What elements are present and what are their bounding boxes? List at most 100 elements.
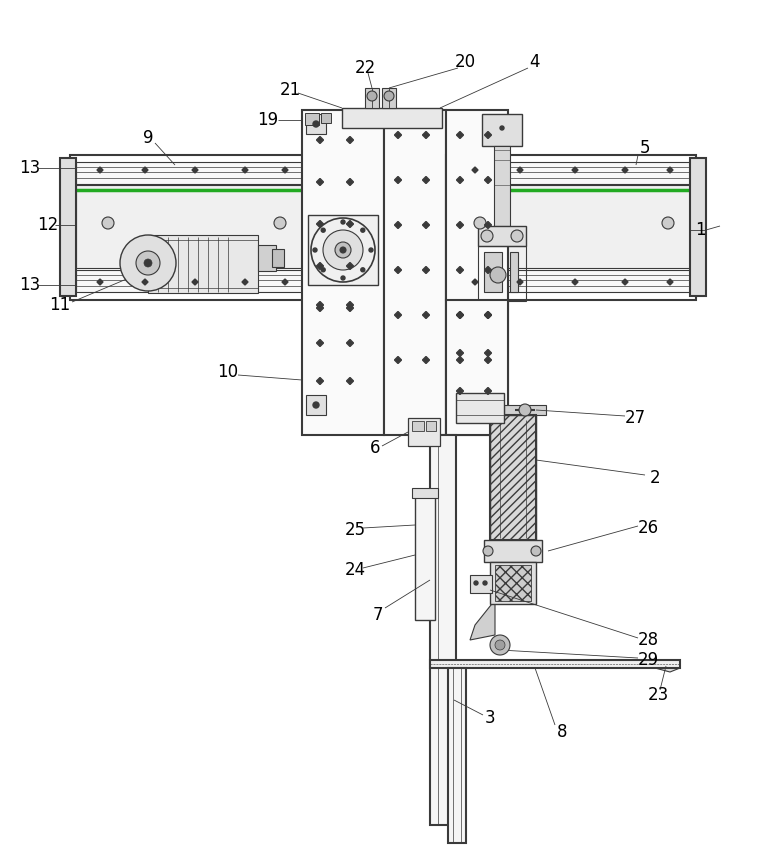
Polygon shape	[395, 311, 402, 318]
Polygon shape	[622, 279, 628, 285]
Bar	[272, 249, 284, 267]
Polygon shape	[395, 131, 402, 138]
Circle shape	[321, 268, 325, 272]
Bar	[482, 114, 522, 146]
Polygon shape	[346, 340, 353, 347]
Bar	[412, 421, 424, 431]
Bar	[308, 215, 378, 285]
Polygon shape	[346, 263, 353, 269]
Bar	[446, 110, 508, 435]
Polygon shape	[485, 267, 492, 274]
Polygon shape	[282, 167, 288, 173]
Circle shape	[313, 248, 317, 252]
Circle shape	[481, 230, 493, 242]
Text: 1: 1	[695, 221, 705, 239]
Polygon shape	[456, 311, 464, 318]
Polygon shape	[456, 267, 464, 274]
Circle shape	[531, 546, 541, 556]
Polygon shape	[470, 600, 495, 640]
Bar	[484, 540, 542, 562]
Text: 22: 22	[354, 59, 376, 77]
Bar	[690, 158, 706, 296]
Bar	[321, 113, 331, 123]
Polygon shape	[316, 136, 323, 143]
Polygon shape	[316, 378, 323, 384]
Polygon shape	[572, 279, 578, 285]
Text: 26: 26	[637, 519, 659, 537]
Circle shape	[500, 126, 504, 130]
Polygon shape	[316, 221, 323, 227]
Circle shape	[102, 217, 114, 229]
Circle shape	[313, 121, 319, 127]
Polygon shape	[485, 311, 492, 318]
Bar	[342, 108, 442, 128]
Polygon shape	[282, 279, 288, 285]
Text: 12: 12	[38, 216, 58, 234]
Text: 19: 19	[257, 111, 279, 129]
Polygon shape	[346, 378, 353, 384]
Polygon shape	[422, 357, 429, 364]
Text: 7: 7	[372, 606, 383, 624]
Polygon shape	[395, 221, 402, 228]
Bar	[470, 575, 492, 593]
Polygon shape	[456, 221, 464, 228]
Text: 8: 8	[557, 723, 568, 741]
Text: 25: 25	[344, 521, 366, 539]
Bar	[76, 162, 304, 184]
Polygon shape	[316, 301, 323, 309]
Circle shape	[384, 91, 394, 101]
Circle shape	[136, 251, 160, 275]
Text: 11: 11	[49, 296, 71, 314]
Bar	[76, 270, 304, 292]
Polygon shape	[485, 388, 492, 395]
Polygon shape	[97, 167, 103, 173]
Circle shape	[341, 220, 345, 224]
Polygon shape	[97, 279, 103, 285]
Circle shape	[495, 640, 505, 650]
Polygon shape	[316, 305, 323, 311]
Bar	[494, 146, 510, 226]
Circle shape	[335, 242, 351, 258]
Bar	[408, 418, 440, 446]
Polygon shape	[346, 178, 353, 185]
Circle shape	[369, 248, 373, 252]
Bar	[452, 162, 690, 184]
Bar	[382, 88, 396, 108]
Polygon shape	[316, 178, 323, 185]
Circle shape	[490, 635, 510, 655]
Circle shape	[474, 217, 486, 229]
Bar	[510, 252, 518, 292]
Polygon shape	[142, 279, 148, 285]
Circle shape	[361, 228, 365, 233]
Polygon shape	[472, 167, 478, 173]
Polygon shape	[346, 301, 353, 309]
Text: 29: 29	[637, 651, 659, 669]
Polygon shape	[655, 660, 680, 672]
Circle shape	[341, 276, 345, 280]
Polygon shape	[517, 279, 523, 285]
Bar	[495, 565, 531, 601]
Text: 10: 10	[217, 363, 239, 381]
Bar	[478, 226, 526, 246]
Bar	[415, 490, 435, 620]
Polygon shape	[422, 177, 429, 184]
Circle shape	[519, 404, 531, 416]
Bar	[412, 488, 438, 498]
Polygon shape	[422, 311, 429, 318]
Text: 4: 4	[530, 53, 540, 71]
Bar	[258, 245, 276, 271]
Circle shape	[323, 230, 363, 270]
Circle shape	[511, 230, 523, 242]
Text: 23: 23	[647, 686, 669, 704]
Circle shape	[361, 268, 365, 272]
Circle shape	[120, 235, 176, 291]
Polygon shape	[456, 388, 464, 395]
Polygon shape	[456, 131, 464, 138]
Circle shape	[144, 259, 152, 267]
Polygon shape	[395, 267, 402, 274]
Circle shape	[483, 546, 493, 556]
Polygon shape	[142, 167, 148, 173]
Polygon shape	[485, 357, 492, 364]
Bar	[490, 415, 536, 540]
Polygon shape	[485, 177, 492, 184]
